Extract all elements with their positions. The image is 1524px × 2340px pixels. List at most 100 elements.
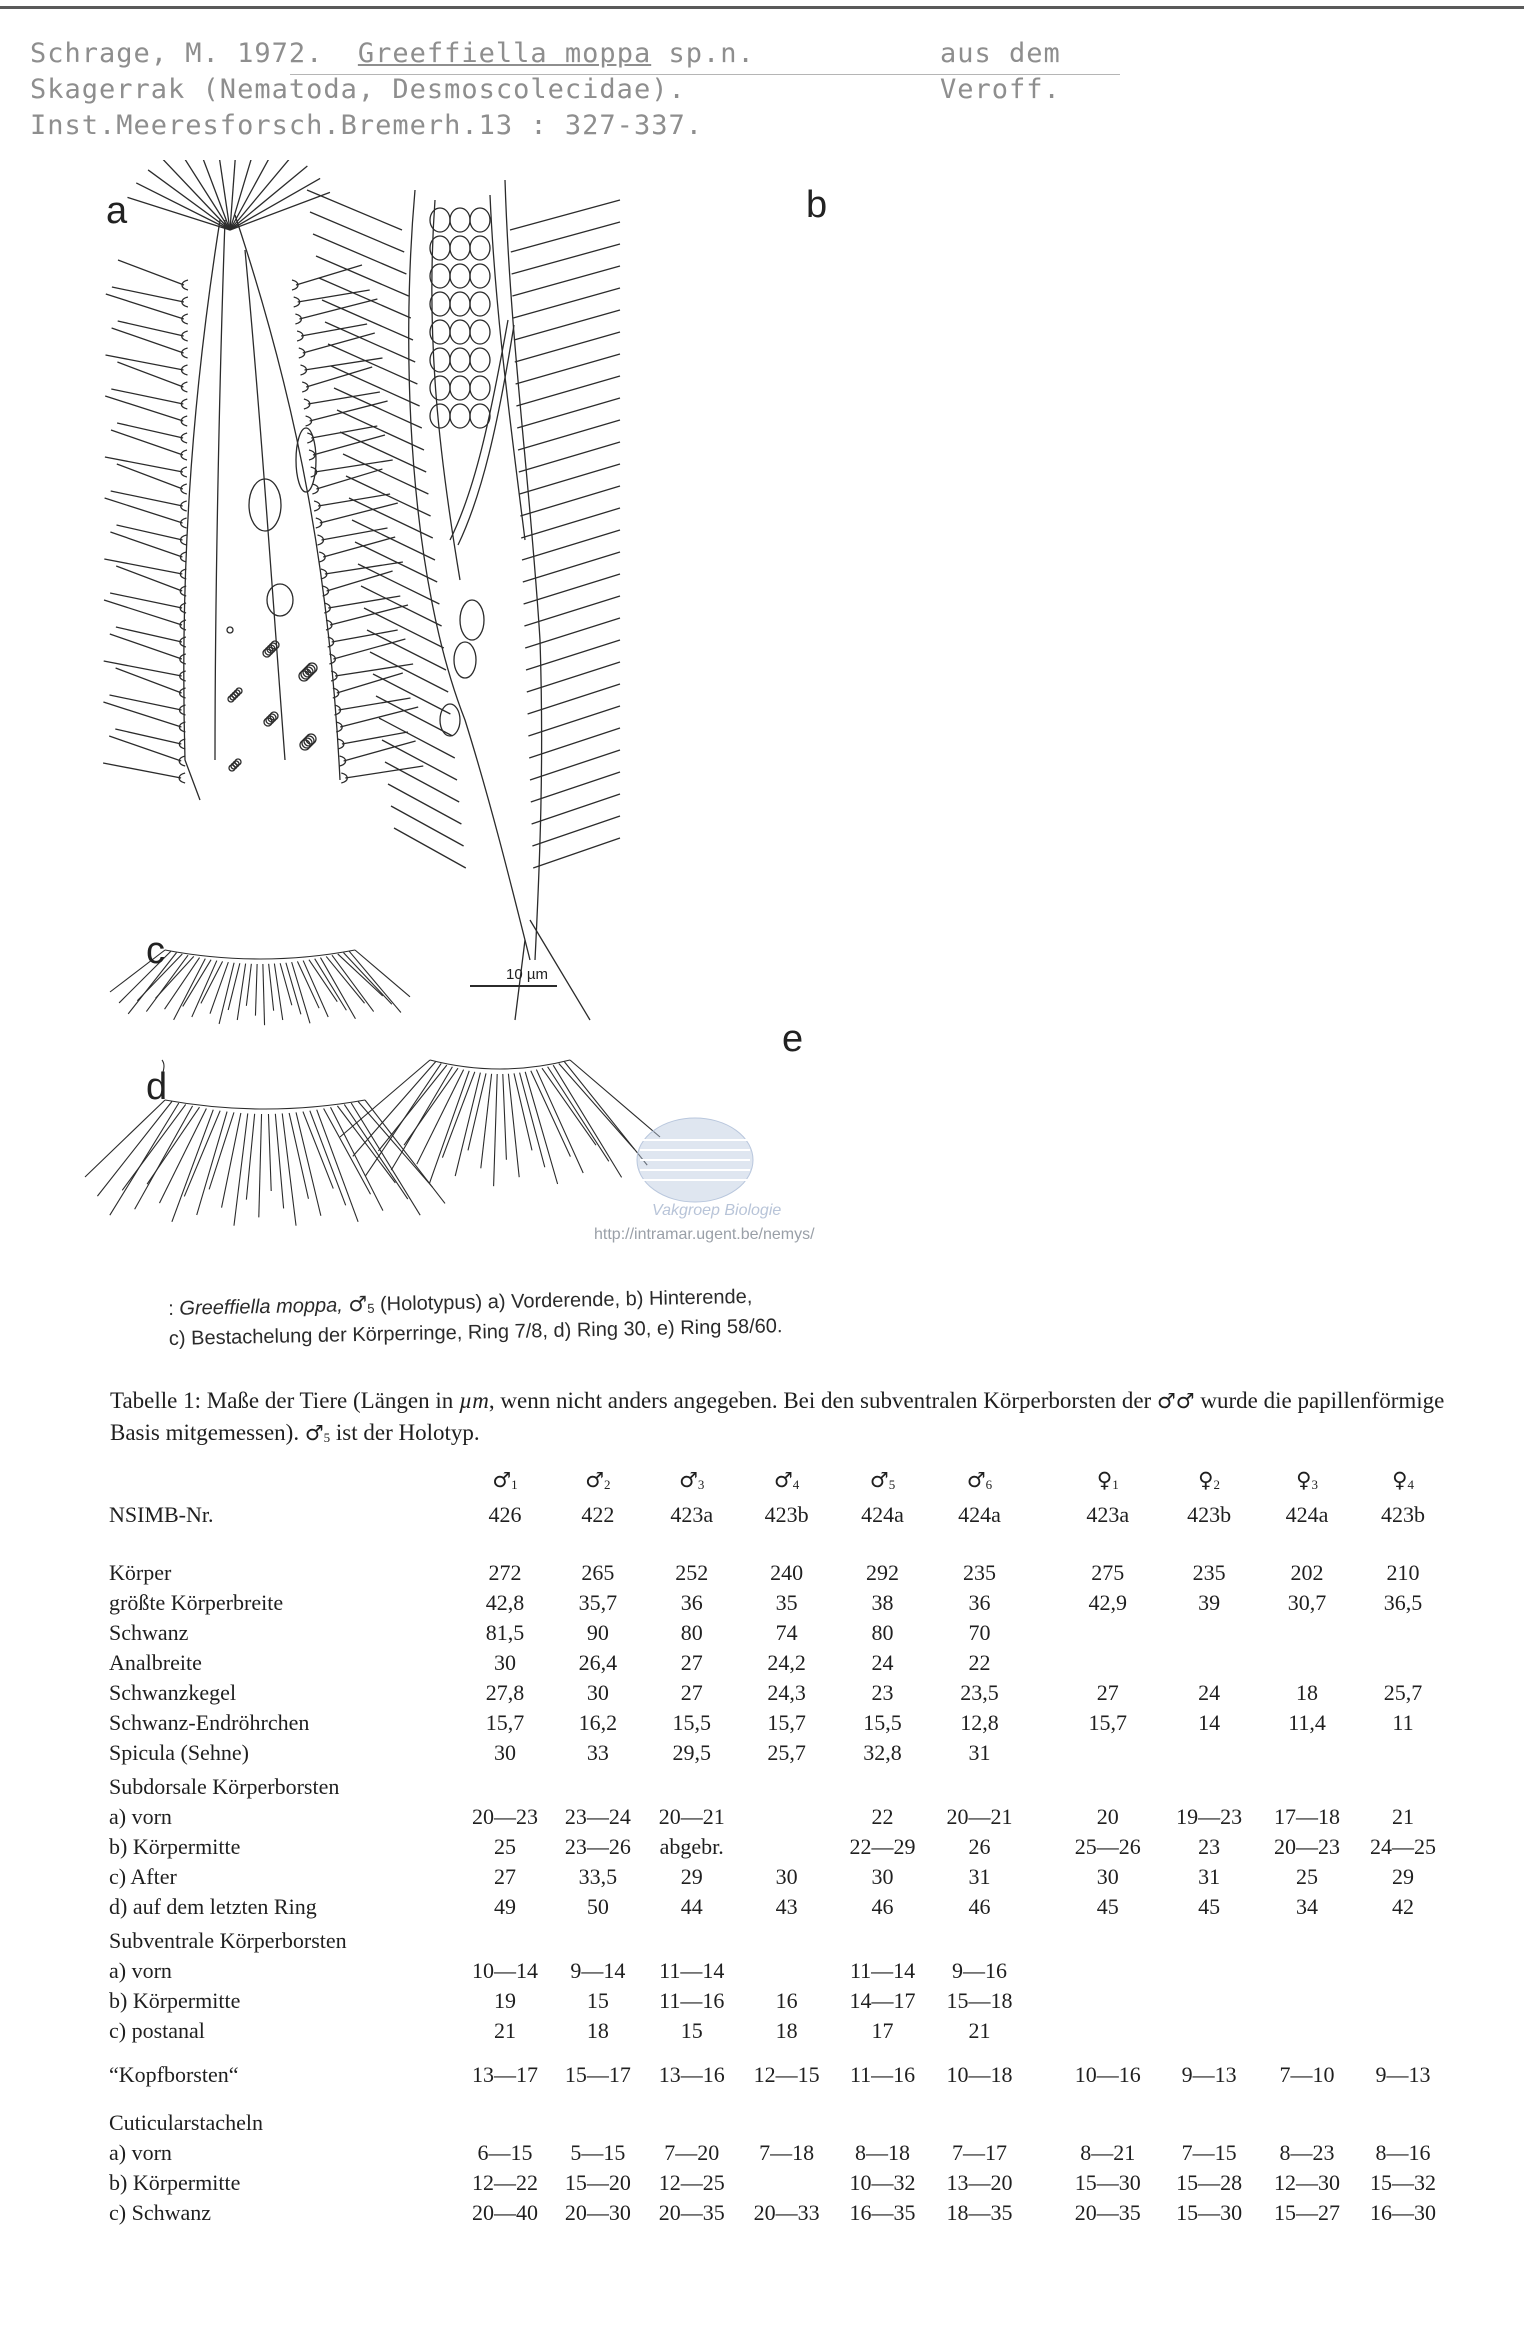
table-cell <box>1027 1738 1160 1768</box>
measure-row: b) Körpermitte 19 15 11—16 16 14—17 15—18 <box>105 1986 1450 2016</box>
table-cell: 20—33 <box>753 2200 820 2225</box>
reference-aus-dem: aus dem <box>940 38 1061 69</box>
spacer-cell <box>105 2090 1450 2104</box>
reference-veroff: Veroff. <box>940 74 1061 105</box>
specimen-header: ♂1 <box>458 1465 552 1500</box>
nsimb-number: 426 <box>488 1502 522 1527</box>
section-title-row: Cuticularstacheln <box>105 2104 1450 2138</box>
panel-e-ring-58-60 <box>339 1059 661 1187</box>
panel-label-d: d <box>146 1066 168 1108</box>
sex-symbol: ♀ <box>1096 1468 1113 1492</box>
measure-row: c) postanal 21 18 15 18 17 21 <box>105 2016 1450 2046</box>
table-cell: 29 <box>1392 1864 1414 1889</box>
table-cell: 81,5 <box>485 1620 525 1645</box>
sex-symbol: ♀ <box>1296 1468 1312 1492</box>
table-cell <box>1356 1618 1450 1648</box>
specimen-header: ♀3 <box>1258 1465 1356 1500</box>
specimen-header: ♂5 <box>834 1465 932 1500</box>
table-cell: 12—22 <box>472 2170 539 2195</box>
table-cell: 275 <box>1091 1560 1125 1585</box>
table-cell <box>1356 2016 1450 2046</box>
nsimb-number: 423b <box>764 1502 809 1527</box>
table-cell: 22 <box>968 1650 991 1675</box>
table-cell <box>1356 1648 1450 1678</box>
row-label: Schwanz <box>109 1620 189 1645</box>
watermark-url: http://intramar.ugent.be/nemys/ <box>594 1226 815 1243</box>
table-cell <box>740 1802 834 1832</box>
table-caption-part-3: wurde die papillenförmige Basis mitgemes… <box>110 1388 1445 1445</box>
measure-row: Spicula (Sehne) 30 33 29,5 25,7 32,8 31 <box>105 1738 1450 1768</box>
table-cell: 27,8 <box>485 1680 525 1705</box>
table-cell: 7—20 <box>664 2140 720 2165</box>
row-label: a) vorn <box>109 2140 172 2165</box>
header-row-nsimb: NSIMB-Nr. 426 422 423a 423b 424a 424a 423a 423b 4… <box>105 1500 1450 1530</box>
measure-row: größte Körperbreite 42,8 35,7 36 35 38 36 42,9 3… <box>105 1588 1450 1618</box>
table-cell <box>1356 1986 1450 2016</box>
reference-rule <box>290 74 1120 75</box>
table-cell: 8—18 <box>855 2140 911 2165</box>
table-caption-part-4: ist der Holotyp. <box>330 1420 480 1445</box>
table-cell: 12—25 <box>658 2170 725 2195</box>
table-cell: 9—16 <box>951 1958 1007 1983</box>
table-cell <box>1258 1956 1356 1986</box>
table-cell: 15—32 <box>1370 2170 1436 2195</box>
table-cell: 20—23 <box>472 1804 539 1829</box>
specimen-header: ♂2 <box>552 1465 644 1500</box>
table-caption-holotype-index: 5 <box>323 1430 331 1445</box>
table-cell: 13—17 <box>472 2062 539 2087</box>
table-cell: 18 <box>586 2018 609 2043</box>
row-label: Schwanzkegel <box>109 1680 237 1705</box>
table-cell: 15 <box>586 1988 609 2013</box>
specimen-header: ♂3 <box>644 1465 740 1500</box>
table-cell: 27 <box>494 1864 517 1889</box>
table-cell: 17—18 <box>1274 1804 1341 1829</box>
measure-row: b) Körpermitte 12—22 15—20 12—25 10—32 13—20 1… <box>105 2168 1450 2198</box>
table-cell: 11—16 <box>849 2062 916 2087</box>
table-cell: 20—21 <box>658 1804 725 1829</box>
table-cell: 25,7 <box>767 1740 806 1765</box>
table-cell: 7—17 <box>951 2140 1007 2165</box>
nsimb-number: 423b <box>1381 1502 1425 1527</box>
nsimb-number: 424a <box>861 1502 904 1527</box>
table-cell: 24 <box>871 1650 894 1675</box>
table-cell: 210 <box>1386 1560 1420 1585</box>
table-cell: 23 <box>871 1680 894 1705</box>
specimen-index: 1 <box>1112 1477 1119 1492</box>
table-cell: 31 <box>968 1740 991 1765</box>
table-cell: 20—30 <box>564 2200 631 2225</box>
table-cell: 30 <box>494 1740 517 1765</box>
bibliographic-reference: Schrage, M. 1972. Greeffiella moppa sp.n… <box>30 36 1120 144</box>
section-title-row: Subdorsale Körperborsten <box>105 1768 1450 1802</box>
table-cell: 26,4 <box>578 1650 618 1675</box>
table-cell: 16—30 <box>1370 2200 1436 2225</box>
table-cell: 20—21 <box>946 1804 1013 1829</box>
table-cell: 20 <box>1096 1804 1119 1829</box>
table-cell: 240 <box>770 1560 804 1585</box>
table-caption-part-1: Tabelle 1: Maße der Tiere (Längen in <box>110 1388 460 1413</box>
table-cell: 24,2 <box>767 1650 806 1675</box>
table-cell: 30 <box>586 1680 609 1705</box>
specimen-index: 2 <box>604 1477 611 1492</box>
row-label: Schwanz-Endröhrchen <box>109 1710 310 1735</box>
row-spacer <box>105 2046 1450 2060</box>
table-cell: 235 <box>1192 1560 1226 1585</box>
table-cell: 27 <box>680 1680 703 1705</box>
table-cell: 18 <box>1296 1680 1319 1705</box>
table-cell <box>1258 2016 1356 2046</box>
table-cell: 18 <box>775 2018 798 2043</box>
section-title: Subventrale Körperborsten <box>109 1928 347 1953</box>
table-cell: 8—23 <box>1279 2140 1335 2165</box>
sex-symbol: ♂ <box>773 1468 793 1492</box>
reference-species-title: Greeffiella moppa <box>357 38 652 69</box>
table-cell <box>1027 1648 1160 1678</box>
specimen-index: 3 <box>1311 1477 1318 1492</box>
table-cell: 35 <box>775 1590 798 1615</box>
panel-d-ring-30 <box>84 1059 446 1226</box>
specimen-index: 3 <box>697 1477 705 1492</box>
table-cell: 18—35 <box>946 2200 1013 2225</box>
nsimb-number: 424a <box>958 1502 1001 1527</box>
measurement-table: ♂1 ♂2 ♂3 ♂4 ♂5 ♂6 ♀1 ♀2 ♀3 ♀4 NSIMB-Nr. 426 422 423a 4… <box>105 1465 1450 2228</box>
row-spacer <box>105 1544 1450 1558</box>
specimen-index: 1 <box>511 1477 518 1492</box>
table-cell <box>1258 1738 1356 1768</box>
